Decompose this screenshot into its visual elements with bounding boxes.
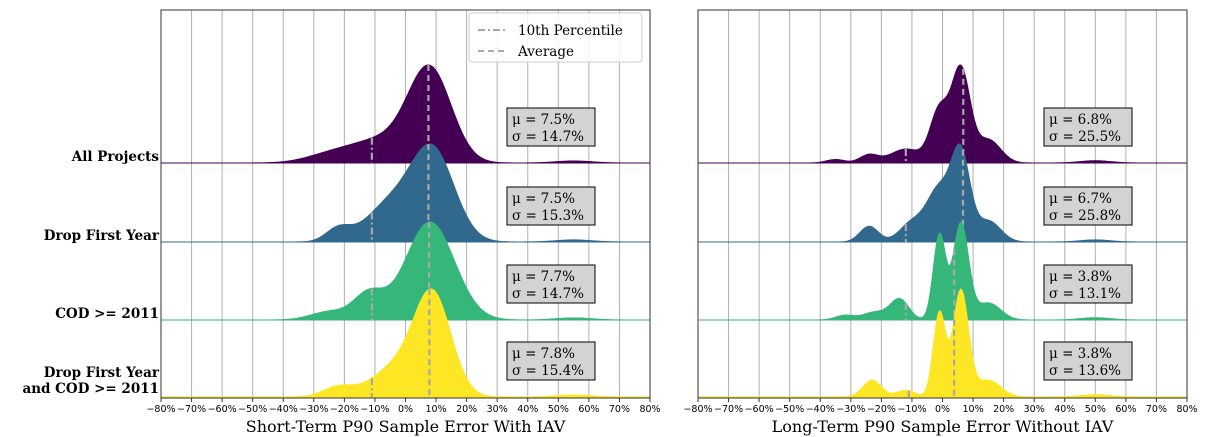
x-tick-label: −60% (745, 404, 774, 415)
density-ridge-4 (698, 288, 1187, 398)
x-tick-label: 0% (398, 404, 413, 415)
x-tick-label: −80% (683, 404, 712, 415)
x-tick-label: 20% (993, 404, 1014, 415)
stats-box-2 (1043, 186, 1133, 226)
x-tick-label: 80% (1176, 404, 1197, 415)
stats-box-1 (506, 107, 596, 147)
x-axis-label: Short-Term P90 Sample Error With IAV (246, 417, 566, 436)
stats-box-3 (506, 264, 596, 304)
category-label-1: All Projects (71, 149, 160, 165)
stats-box-4 (506, 341, 596, 381)
x-tick-label: −50% (238, 404, 267, 415)
x-tick-label: 50% (1085, 404, 1106, 415)
x-tick-label: 70% (1146, 404, 1167, 415)
stats-text: σ = 13.6% (1049, 363, 1121, 379)
density-ridge-4 (161, 288, 650, 398)
density-ridge-1 (161, 64, 650, 164)
x-tick-label: −20% (330, 404, 359, 415)
x-tick-label: 40% (517, 404, 538, 415)
x-tick-label: 70% (609, 404, 630, 415)
legend: 10th Percentile Average (468, 12, 643, 63)
stats-text: σ = 13.1% (1049, 286, 1121, 302)
stats-text: σ = 14.7% (512, 286, 584, 302)
x-axis-label: Long-Term P90 Sample Error Without IAV (772, 417, 1114, 436)
stats-text: μ = 6.7% (1049, 191, 1112, 207)
x-tick-label: −10% (360, 404, 389, 415)
density-ridge-3 (698, 221, 1187, 321)
stats-text: σ = 25.5% (1049, 129, 1121, 145)
x-tick-label: −40% (269, 404, 298, 415)
stats-text: μ = 7.8% (512, 346, 575, 362)
stats-text: μ = 3.8% (1049, 346, 1112, 362)
stats-text: μ = 3.8% (1049, 269, 1112, 285)
x-tick-label: −60% (208, 404, 237, 415)
stats-text: σ = 25.8% (1049, 208, 1121, 224)
x-tick-label: 10% (963, 404, 984, 415)
chart-panel-2: μ = 6.8%σ = 25.5% μ = 6.7%σ = 25.8% μ = 3.… (683, 9, 1198, 436)
stats-text: σ = 15.3% (512, 208, 584, 224)
x-tick-label: 30% (1024, 404, 1045, 415)
x-tick-label: 80% (639, 404, 660, 415)
category-label-4: Drop First Year and COD >= 2011 (22, 365, 159, 397)
x-tick-label: 10% (426, 404, 447, 415)
density-ridge-2 (161, 143, 650, 243)
x-tick-label: −50% (775, 404, 804, 415)
x-tick-label: −30% (299, 404, 328, 415)
legend-box (468, 12, 643, 63)
stats-text: σ = 14.7% (512, 129, 584, 145)
stats-text: σ = 15.4% (512, 363, 584, 379)
x-tick-label: 60% (1115, 404, 1136, 415)
x-tick-label: −70% (177, 404, 206, 415)
legend-entry-percentile: 10th Percentile (518, 23, 623, 39)
category-label-2: Drop First Year (44, 228, 160, 244)
stats-box-2 (506, 186, 596, 226)
stats-text: μ = 7.5% (512, 191, 575, 207)
x-tick-label: −20% (867, 404, 896, 415)
category-label-3: COD >= 2011 (55, 306, 159, 322)
density-ridge-1 (698, 64, 1187, 164)
density-ridge-2 (698, 143, 1187, 243)
x-tick-label: −70% (714, 404, 743, 415)
chart-panel-1: μ = 7.5%σ = 14.7%μ = 7.5%σ = 15.3%μ = 7.… (22, 9, 661, 436)
density-ridge-3 (161, 221, 650, 321)
stats-box-1 (1043, 107, 1133, 147)
x-tick-label: 40% (1054, 404, 1075, 415)
x-tick-label: −10% (897, 404, 926, 415)
x-tick-label: −80% (146, 404, 175, 415)
x-tick-label: 0% (935, 404, 950, 415)
x-tick-label: −40% (806, 404, 835, 415)
x-tick-label: −30% (836, 404, 865, 415)
stats-text: μ = 7.7% (512, 269, 575, 285)
stats-text: μ = 6.8% (1049, 112, 1112, 128)
stats-box-4 (1043, 341, 1133, 381)
stats-box-3 (1043, 264, 1133, 304)
x-tick-label: 60% (578, 404, 599, 415)
x-tick-label: 30% (487, 404, 508, 415)
x-tick-label: 20% (456, 404, 477, 415)
stats-text: μ = 7.5% (512, 112, 575, 128)
x-tick-label: 50% (548, 404, 569, 415)
legend-entry-average: Average (517, 44, 574, 60)
